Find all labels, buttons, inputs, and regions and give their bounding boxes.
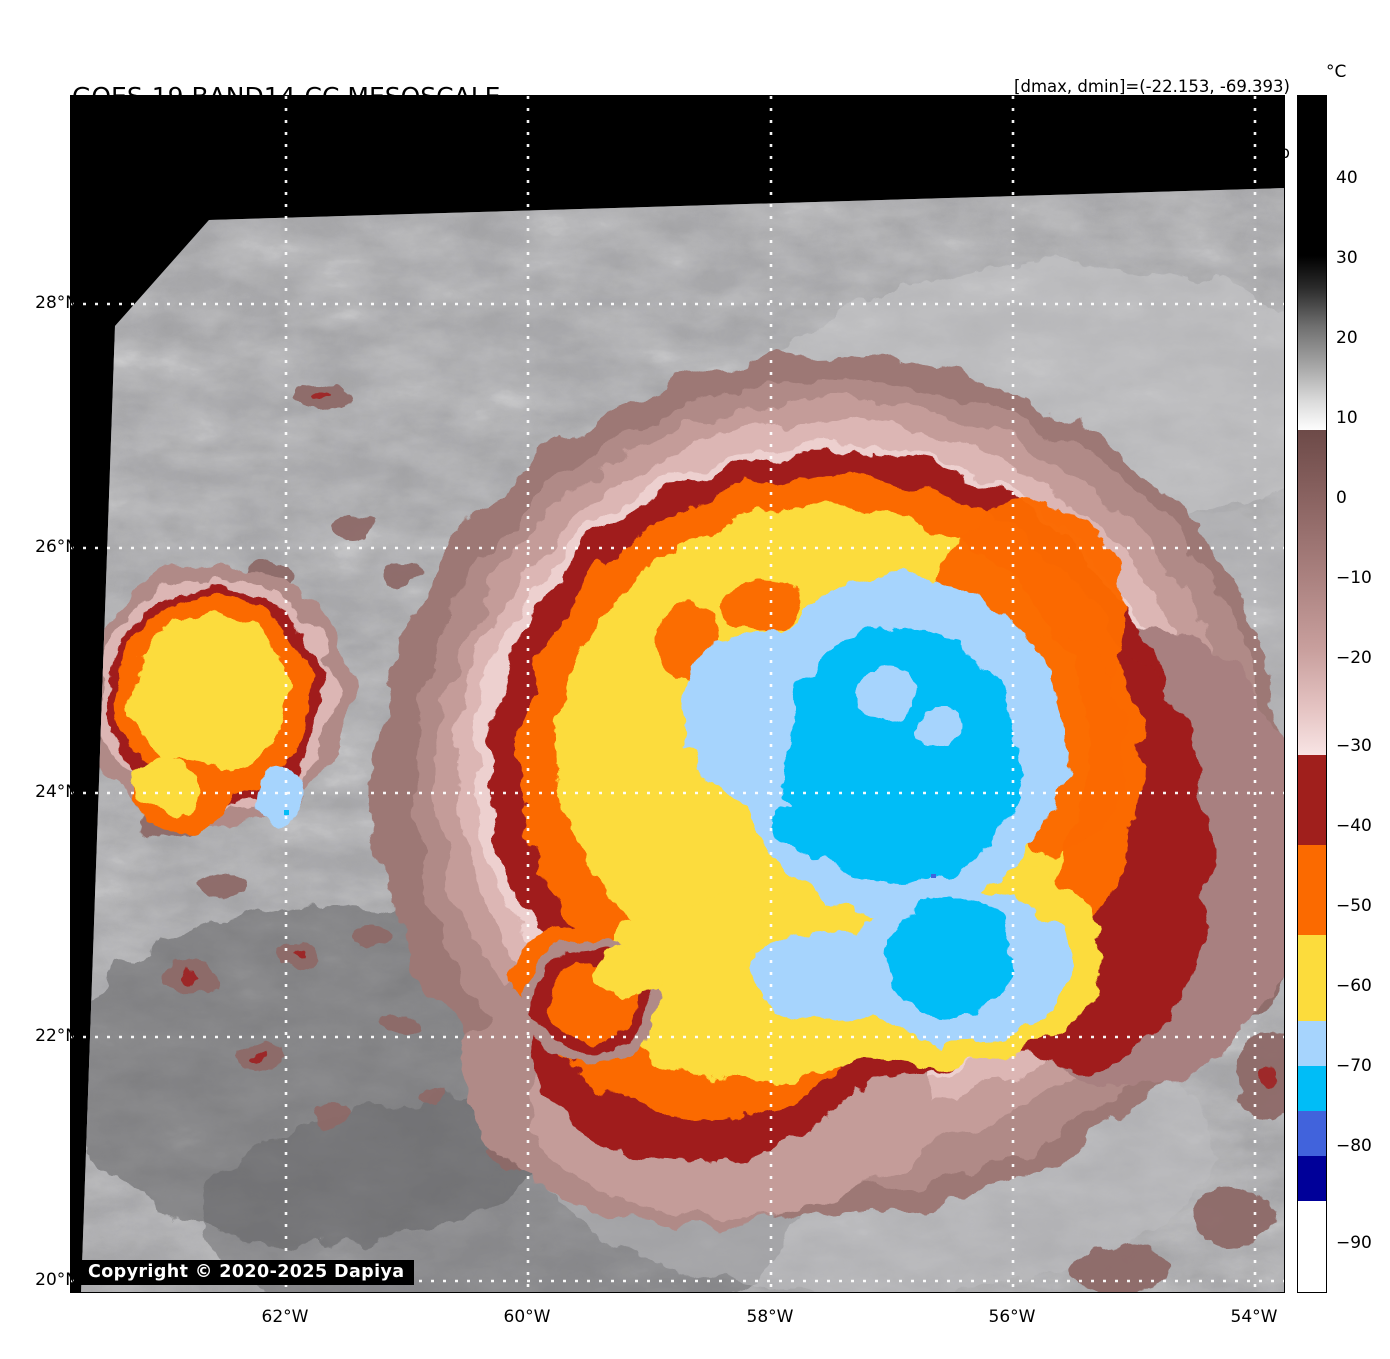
cbar-tick-m90: −90 [1336, 1233, 1372, 1253]
dmax-dmin-label: [dmax, dmin]=(-22.153, -69.393) [1014, 77, 1290, 96]
xtick-54W: 54°W [1230, 1307, 1278, 1327]
cbar-tick-m10: −10 [1336, 568, 1372, 588]
ytick-28N: 28°N [35, 293, 78, 313]
cbar-tick-20: 20 [1336, 328, 1358, 348]
satellite-image-plot: Copyright © 2020-2025 Dapiya [70, 95, 1285, 1293]
header: GOES-19 BAND14-CC MESOSCALE Time: 2025/0… [0, 0, 1390, 204]
cbar-tick-10: 10 [1336, 408, 1358, 428]
cbar-tick-40: 40 [1336, 168, 1358, 188]
cbar-tick-m70: −70 [1336, 1056, 1372, 1076]
secondary-convective-cluster [81, 566, 351, 834]
cbar-tick-m30: −30 [1336, 736, 1372, 756]
xtick-62W: 62°W [261, 1307, 309, 1327]
xtick-58W: 58°W [746, 1307, 794, 1327]
colorbar [1297, 95, 1327, 1293]
southwest-convective-spur [521, 941, 665, 1061]
cbar-tick-m20: −20 [1336, 648, 1372, 668]
colorbar-unit-label: °C [1326, 62, 1347, 82]
ytick-26N: 26°N [35, 537, 78, 557]
copyright-watermark: Copyright © 2020-2025 Dapiya [79, 1260, 414, 1285]
colorbar-gradient [1298, 96, 1326, 1292]
cbar-tick-m60: −60 [1336, 976, 1372, 996]
ytick-20N: 20°N [35, 1270, 78, 1290]
cbar-tick-0: 0 [1336, 488, 1347, 508]
cbar-tick-m40: −40 [1336, 816, 1372, 836]
cbar-tick-30: 30 [1336, 248, 1358, 268]
ytick-24N: 24°N [35, 782, 78, 802]
xtick-56W: 56°W [988, 1307, 1036, 1327]
coldest-pixel-marker [931, 874, 936, 878]
satellite-imagery [71, 96, 1284, 1292]
contour-minus65-cyan [771, 626, 1019, 1018]
xtick-60W: 60°W [503, 1307, 551, 1327]
cbar-tick-m80: −80 [1336, 1136, 1372, 1156]
cbar-tick-m50: −50 [1336, 896, 1372, 916]
ytick-22N: 22°N [35, 1026, 78, 1046]
